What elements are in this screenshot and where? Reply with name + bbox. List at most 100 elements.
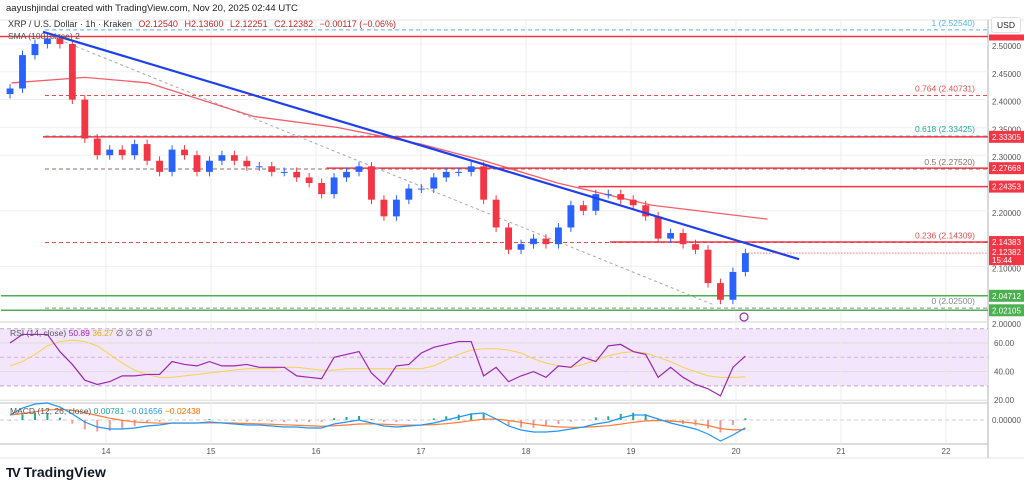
time-tick-label: 14 (102, 447, 111, 456)
candle-body (156, 160, 164, 172)
candle-body (667, 233, 675, 239)
low-value: L2.12251 (230, 19, 268, 29)
macd-value: −0.01656 (126, 406, 163, 416)
macd-histogram-bar (33, 412, 36, 420)
candle-body (206, 160, 213, 172)
rsi-label: RSI (14, close) (10, 328, 67, 338)
macd-histogram-bar (706, 420, 709, 429)
macd-histogram-bar (233, 420, 236, 421)
candle-body (181, 149, 188, 156)
macd-tick-label: 0.00000 (992, 416, 1021, 425)
dashed-trendline (53, 36, 716, 306)
price-tick-label: 2.35000 (992, 125, 1021, 134)
candle-body (430, 177, 438, 189)
descending-trendline (42, 30, 800, 261)
fib-level-label: 0.764 (2.40731) (915, 84, 975, 94)
candle-body (56, 38, 64, 44)
rsi-legend[interactable]: RSI (14, close) 50.89 36.27 ∅ ∅ ∅ ∅ (10, 328, 153, 339)
candle-body (143, 144, 151, 161)
time-tick-label: 20 (732, 447, 741, 456)
macd-histogram-bar (395, 420, 398, 423)
candle-body (106, 149, 114, 156)
rsi-extra: ∅ ∅ ∅ ∅ (115, 328, 153, 338)
macd-histogram-bar (345, 416, 348, 420)
candle-body (717, 283, 724, 300)
candle-body (729, 271, 737, 300)
fib-level-label: 0.618 (2.33425) (915, 124, 975, 134)
macd-histogram-bar (283, 420, 286, 423)
macd-histogram-bar (482, 413, 485, 420)
close-value: C2.12382 (274, 19, 314, 29)
macd-legend[interactable]: MACD (12, 26, close) 0.00781 −0.01656 −0… (10, 406, 201, 416)
price-tag (989, 289, 1024, 302)
time-tick-label: 16 (312, 447, 321, 456)
candle-body (31, 44, 39, 56)
price-tick-label: 2.10000 (992, 264, 1021, 273)
macd-histogram-bar (208, 419, 211, 420)
fib-level-label: 0.5 (2.27520) (924, 157, 975, 167)
candle-body (567, 205, 575, 228)
rsi-ma-value: 36.27 (92, 328, 114, 338)
macd-histogram-bar (46, 413, 49, 420)
candle-body (642, 205, 650, 217)
candle-body (6, 88, 14, 95)
candle-body (318, 183, 326, 195)
price-tag-label: 2.24353 (992, 183, 1021, 192)
macd-line (9, 402, 746, 442)
price-tick-label: 2.20000 (992, 209, 1021, 218)
price-tag-label: 2.33305 (992, 133, 1021, 142)
macd-histogram-bar (258, 420, 261, 422)
macd-histogram-bar (544, 420, 547, 427)
chart-canvas[interactable]: 2.50000 2.45000 2.40000 2.35000 2.30000 2.200… (0, 0, 1024, 462)
candle-body (68, 44, 76, 100)
price-tick-label: 2.45000 (992, 70, 1021, 79)
candle-body (554, 227, 562, 245)
symbol-name[interactable]: XRP / U.S. Dollar · 1h · Kraken (8, 19, 132, 29)
candle-body (604, 194, 612, 196)
macd-histogram-bar (146, 420, 149, 424)
countdown-label: 15:44 (992, 256, 1013, 265)
candle-body (255, 166, 263, 168)
tradingview-logo-icon: TV (6, 464, 21, 480)
macd-histogram-bar (507, 420, 510, 426)
price-tag (989, 304, 1024, 317)
price-tag-label: 2.04712 (992, 292, 1021, 301)
macd-histogram-bar (432, 418, 435, 420)
macd-label: MACD (12, 26, close) (10, 406, 92, 416)
candle-body (654, 216, 662, 239)
candle-body (330, 177, 338, 195)
candle-body (741, 253, 749, 272)
macd-histogram-bar (594, 417, 597, 420)
rsi-tick-label: 60.00 (994, 339, 1015, 348)
time-tick-label: 17 (417, 447, 426, 456)
candle-body (380, 199, 388, 217)
macd-histogram-bar (320, 420, 323, 422)
macd-histogram-bar (744, 418, 747, 420)
candle-body (542, 238, 550, 245)
price-tick-label: 2.50000 (992, 42, 1021, 51)
candle-body (355, 166, 363, 172)
current-price-tag (989, 247, 1024, 266)
sma-legend[interactable]: SMA (100, close) 2 (8, 31, 80, 41)
macd-histogram-bar (370, 419, 373, 420)
price-tag (989, 236, 1024, 249)
candle-body (492, 199, 500, 228)
macd-histogram-bar (71, 420, 74, 424)
macd-histogram-bar (569, 420, 572, 422)
candle-body (692, 244, 699, 250)
alert-icon[interactable] (739, 312, 749, 322)
candle-body (368, 166, 375, 200)
open-value: O2.12540 (138, 19, 178, 29)
candle-body (81, 99, 89, 139)
price-tag-label: 2.27668 (992, 164, 1021, 173)
candle-body (579, 205, 587, 211)
price-tag-label: 2.02105 (992, 306, 1021, 315)
macd-signal-value: −0.02438 (164, 406, 201, 416)
time-tick-label: 18 (522, 447, 531, 456)
time-tick-label: 19 (627, 447, 636, 456)
macd-histogram-bar (58, 417, 61, 420)
candle-body (43, 38, 51, 44)
macd-histogram-bar (520, 420, 523, 428)
macd-histogram-bar (719, 420, 722, 433)
currency-button[interactable]: USD (991, 17, 1021, 33)
